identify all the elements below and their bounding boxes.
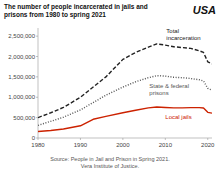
x-tick-label: 2020 — [201, 142, 215, 148]
y-tick — [36, 56, 38, 57]
y-tick — [36, 36, 38, 37]
x-tick — [207, 138, 208, 140]
country-label: USA — [193, 4, 216, 16]
series-line — [38, 44, 212, 118]
x-axis — [38, 138, 212, 139]
series-line — [38, 76, 212, 126]
y-tick-label: 1,500,000 — [8, 74, 35, 80]
y-axis — [38, 28, 39, 138]
series-label: Totalincarceration — [166, 28, 200, 41]
chart: The number of people incarcerated in jai… — [0, 0, 220, 176]
x-tick — [165, 138, 166, 140]
series-line — [38, 107, 212, 131]
y-tick — [36, 117, 38, 118]
x-tick-label: 1990 — [74, 142, 88, 148]
x-tick-label: 2010 — [159, 142, 173, 148]
y-tick — [36, 97, 38, 98]
source-note: Source: People in Jail and Prison in Spr… — [50, 156, 170, 169]
x-tick-label: 1980 — [31, 142, 45, 148]
series-label: Local jails — [165, 114, 191, 120]
series-label: State & federalprisons — [149, 83, 189, 96]
y-tick — [36, 76, 38, 77]
y-tick-label: 2,000,000 — [8, 54, 35, 60]
y-tick-label: 1,000,000 — [8, 94, 35, 100]
x-tick — [80, 138, 81, 140]
y-tick-label: 2,500,000 — [8, 33, 35, 39]
x-tick-label: 2000 — [116, 142, 130, 148]
title: The number of people incarcerated in jai… — [4, 3, 148, 19]
x-tick — [122, 138, 123, 140]
x-tick — [38, 138, 39, 140]
y-tick-label: 0 — [32, 135, 36, 141]
plot-area — [38, 44, 212, 132]
y-tick-label: 500,000 — [13, 115, 35, 121]
